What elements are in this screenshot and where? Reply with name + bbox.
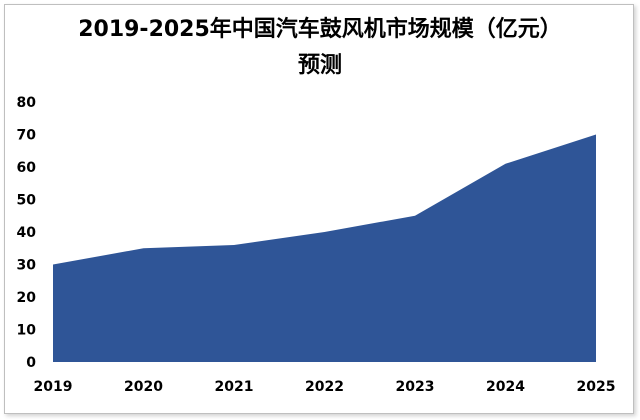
y-tick-label: 10 [17, 323, 37, 339]
plot-area [53, 134, 596, 362]
x-tick-label: 2021 [215, 379, 254, 395]
chart-title-line-1: 2019-2025年中国汽车鼓风机市场规模（亿元） [78, 17, 562, 42]
y-tick-label: 60 [17, 160, 37, 176]
x-tick-label: 2025 [577, 379, 616, 395]
y-tick-label: 40 [17, 225, 37, 241]
chart-title-line-2: 预测 [297, 53, 342, 78]
x-tick-label: 2020 [124, 379, 163, 395]
y-tick-label: 70 [17, 128, 37, 144]
y-axis: 0 10 20 30 40 50 60 70 80 [17, 95, 37, 371]
x-tick-label: 2023 [396, 379, 435, 395]
x-tick-label: 2022 [305, 379, 344, 395]
y-tick-label: 30 [17, 258, 37, 274]
chart-title: 2019-2025年中国汽车鼓风机市场规模（亿元） 预测 [0, 12, 640, 84]
x-tick-label: 2024 [486, 379, 525, 395]
y-tick-label: 80 [17, 95, 37, 111]
x-tick-label: 2019 [34, 379, 73, 395]
y-tick-label: 50 [17, 193, 37, 209]
y-tick-label: 20 [17, 290, 37, 306]
y-tick-label: 0 [26, 355, 36, 371]
area-series [53, 134, 596, 362]
x-axis: 2019 2020 2021 2022 2023 2024 2025 [34, 379, 616, 395]
